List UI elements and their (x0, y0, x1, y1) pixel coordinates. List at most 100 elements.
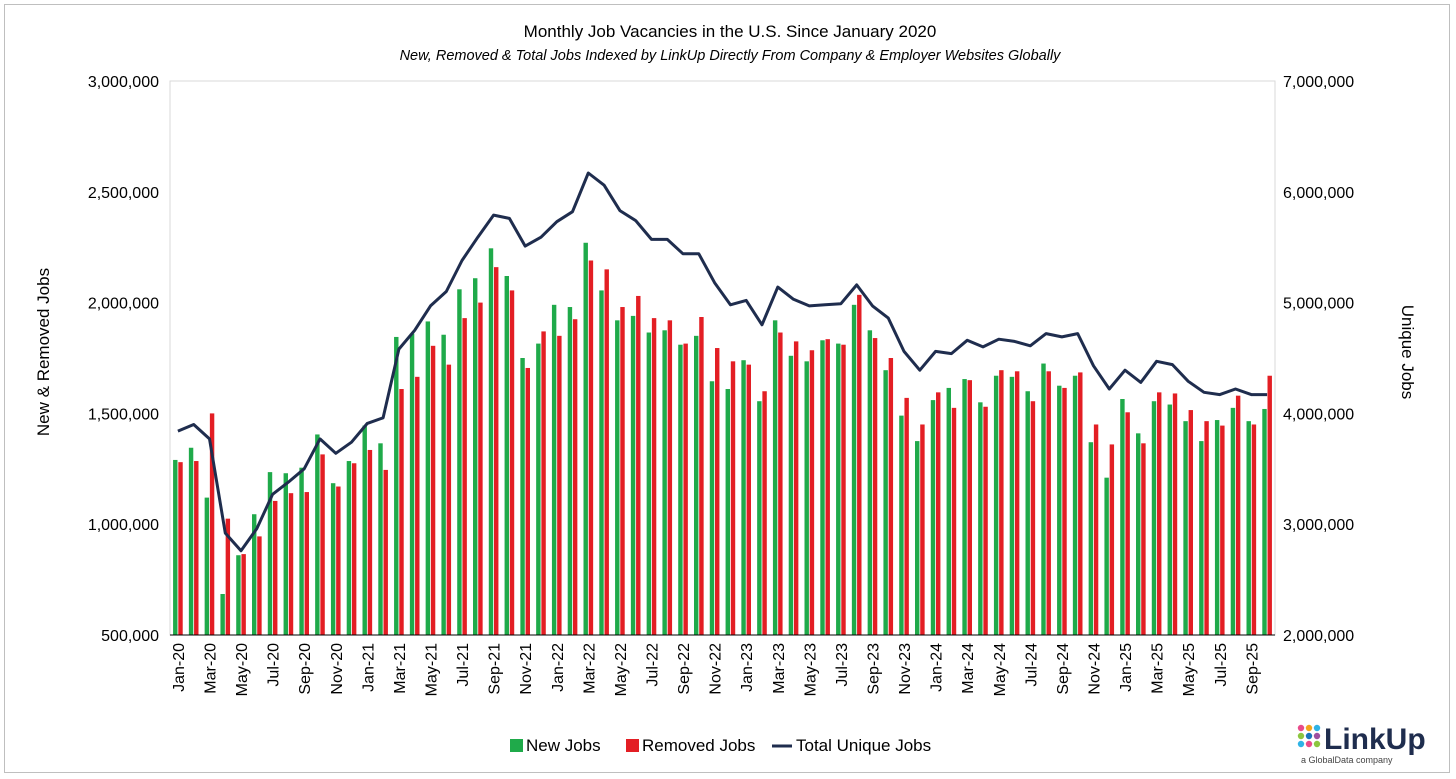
chart-title: Monthly Job Vacancies in the U.S. Since … (524, 22, 937, 41)
bar-new-jobs (441, 334, 446, 635)
x-tick-label: Jul-23 (834, 643, 851, 687)
bar-new-jobs (1025, 391, 1030, 635)
bar-new-jobs (283, 473, 288, 635)
bar-new-jobs (1009, 376, 1015, 635)
bar-new-jobs (646, 332, 652, 635)
bar-removed-jobs (1204, 421, 1209, 635)
bar-removed-jobs (525, 367, 530, 635)
bar-new-jobs (694, 335, 699, 635)
bar-removed-jobs (793, 341, 799, 635)
bar-new-jobs (1167, 404, 1172, 635)
legend-swatch-removed-jobs (626, 739, 639, 752)
x-tick-label: Nov-22 (708, 643, 725, 695)
bar-new-jobs (741, 360, 746, 635)
bar-new-jobs (1246, 421, 1251, 635)
bar-new-jobs (473, 278, 478, 635)
bar-new-jobs (236, 555, 241, 635)
bar-removed-jobs (1172, 393, 1178, 635)
bar-removed-jobs (872, 338, 878, 635)
x-tick-label: May-25 (1181, 643, 1198, 696)
bar-new-jobs (962, 379, 967, 635)
y2-axis-ticks: 2,000,000 3,000,000 4,000,000 5,000,000 6,00… (1283, 74, 1354, 645)
y-tick-label: 2,000,000 (88, 296, 159, 313)
bar-new-jobs (836, 343, 841, 635)
bar-new-jobs (630, 315, 636, 635)
bar-removed-jobs (1188, 410, 1193, 635)
x-tick-label: May-20 (234, 643, 251, 696)
bar-new-jobs (899, 415, 904, 635)
bar-removed-jobs (367, 449, 373, 635)
bar-new-jobs (330, 483, 336, 635)
bar-new-jobs (978, 402, 983, 635)
bar-removed-jobs (304, 492, 309, 635)
bar-removed-jobs (1220, 425, 1225, 635)
x-tick-label: Sep-25 (1244, 643, 1261, 695)
bar-new-jobs (662, 330, 667, 635)
chart-subtitle: New, Removed & Total Jobs Indexed by Lin… (400, 48, 1062, 64)
x-tick-label: Nov-24 (1087, 643, 1104, 695)
x-tick-label: Mar-25 (1150, 643, 1167, 694)
bar-removed-jobs (699, 317, 704, 635)
bar-removed-jobs (541, 331, 546, 635)
bar-removed-jobs (588, 260, 594, 635)
bar-new-jobs (851, 304, 857, 635)
bar-new-jobs (536, 343, 541, 635)
bar-removed-jobs (257, 536, 262, 635)
linkup-logo: LinkUp a GlobalData company (1297, 723, 1426, 765)
bar-new-jobs (993, 375, 999, 635)
bar-new-jobs (757, 401, 762, 635)
bar-new-jobs (567, 307, 573, 635)
bar-new-jobs (820, 340, 825, 635)
bar-removed-jobs (730, 361, 736, 635)
bar-new-jobs (267, 472, 273, 635)
bar-new-jobs (409, 333, 415, 635)
line-group (177, 171, 1268, 553)
y-tick-label: 1,000,000 (88, 517, 159, 534)
bar-removed-jobs (1267, 375, 1272, 635)
bar-new-jobs (1041, 363, 1046, 635)
bar-new-jobs (883, 370, 888, 635)
legend-label-removed-jobs: Removed Jobs (642, 736, 755, 755)
plot-area-border (169, 80, 1276, 636)
bar-new-jobs (615, 320, 620, 635)
line-total-unique-jobs (177, 171, 1268, 553)
bar-removed-jobs (857, 294, 862, 635)
bar-new-jobs (725, 389, 730, 635)
bar-new-jobs (1230, 407, 1236, 635)
bar-new-jobs (551, 304, 557, 635)
bar-removed-jobs (999, 370, 1004, 635)
bar-removed-jobs (494, 267, 499, 635)
bar-removed-jobs (888, 358, 894, 635)
bar-new-jobs (488, 248, 494, 636)
legend-swatch-new-jobs (510, 739, 523, 752)
bar-new-jobs (1088, 442, 1094, 635)
x-tick-label: Jul-25 (1213, 643, 1230, 687)
x-tick-label: Jul-22 (645, 643, 662, 687)
bar-new-jobs (378, 443, 383, 635)
bar-new-jobs (204, 497, 210, 635)
bar-new-jobs (709, 381, 715, 635)
bar-removed-jobs (399, 389, 404, 635)
x-tick-label: Jan-22 (550, 643, 567, 692)
y2-tick-label: 2,000,000 (1283, 628, 1354, 645)
bar-removed-jobs (825, 339, 830, 635)
bar-removed-jobs (225, 518, 231, 635)
bar-removed-jobs (288, 493, 294, 635)
y-axis-label: New & Removed Jobs (34, 268, 53, 436)
bar-removed-jobs (636, 295, 641, 635)
bar-new-jobs (1183, 421, 1188, 635)
bar-removed-jobs (951, 407, 957, 635)
x-tick-label: Sep-22 (676, 643, 693, 695)
bar-new-jobs (804, 361, 809, 635)
y2-tick-label: 6,000,000 (1283, 185, 1354, 202)
bar-new-jobs (1120, 398, 1125, 635)
bar-new-jobs (425, 321, 431, 635)
bar-new-jobs (1136, 433, 1141, 635)
bar-new-jobs (930, 400, 936, 635)
bar-removed-jobs (620, 307, 625, 635)
x-tick-label: Jul-24 (1023, 643, 1040, 687)
bar-new-jobs (946, 387, 951, 635)
x-tick-label: Sep-24 (1055, 643, 1072, 695)
x-tick-label: Mar-21 (392, 643, 409, 694)
bar-removed-jobs (683, 343, 688, 635)
